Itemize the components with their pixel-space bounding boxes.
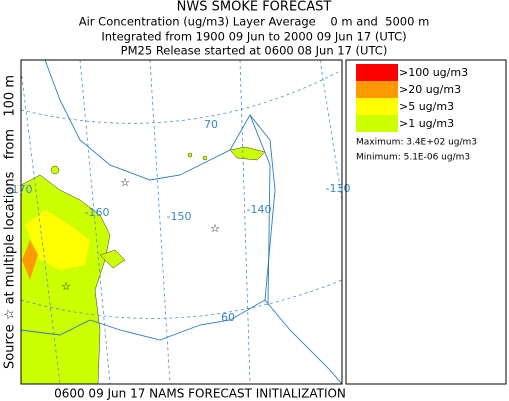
- title: NWS SMOKE FORECAST: [177, 0, 332, 15]
- coastline: [21, 299, 266, 341]
- legend-label: >5 ug/m3: [399, 100, 454, 113]
- header-line: Air Concentration (ug/m3) Layer Average …: [79, 15, 430, 29]
- grid-label: -160: [85, 206, 110, 219]
- grid-label: 70: [204, 118, 218, 131]
- map-area: ☆ ☆ ☆: [21, 60, 342, 384]
- smoke-area: [229, 146, 266, 161]
- legend-swatch: [356, 115, 398, 132]
- grid-label: -130: [326, 182, 351, 195]
- legend-swatch: [356, 98, 398, 115]
- map-frame: [20, 59, 343, 385]
- legend-label: >20 ug/m3: [399, 83, 461, 96]
- legend-swatch: [356, 81, 398, 98]
- smoke-area: [25, 210, 90, 270]
- smoke-area: [99, 249, 126, 269]
- svg-text:☆: ☆: [210, 222, 220, 235]
- svg-text:☆: ☆: [120, 176, 130, 189]
- grid-label: 60: [221, 311, 235, 324]
- svg-text:☆: ☆: [61, 280, 71, 293]
- legend-swatch: [356, 64, 398, 81]
- grid-label: -150: [167, 210, 192, 223]
- header-line: PM25 Release started at 0600 08 Jun 17 (…: [121, 44, 388, 58]
- minimum: Minimum: 5.1E-06 ug/m3: [356, 153, 470, 163]
- footer: 0600 09 Jun 17 NAMS FORECAST INITIALIZAT…: [54, 387, 346, 401]
- grid-label: -170: [8, 183, 33, 196]
- legend-label: >1 ug/m3: [399, 117, 454, 130]
- legend-frame: [345, 59, 507, 385]
- side-label: Source ☆ at multiple locations from 100 …: [3, 75, 18, 369]
- maximum: Maximum: 3.4E+02 ug/m3: [356, 138, 477, 148]
- coastline: [44, 60, 342, 384]
- smoke-area: [22, 240, 38, 280]
- grid-label: -140: [247, 203, 272, 216]
- border: [249, 114, 271, 306]
- legend-label: >100 ug/m3: [399, 66, 468, 79]
- header-line: Integrated from 1900 09 Jun to 2000 09 J…: [101, 30, 406, 44]
